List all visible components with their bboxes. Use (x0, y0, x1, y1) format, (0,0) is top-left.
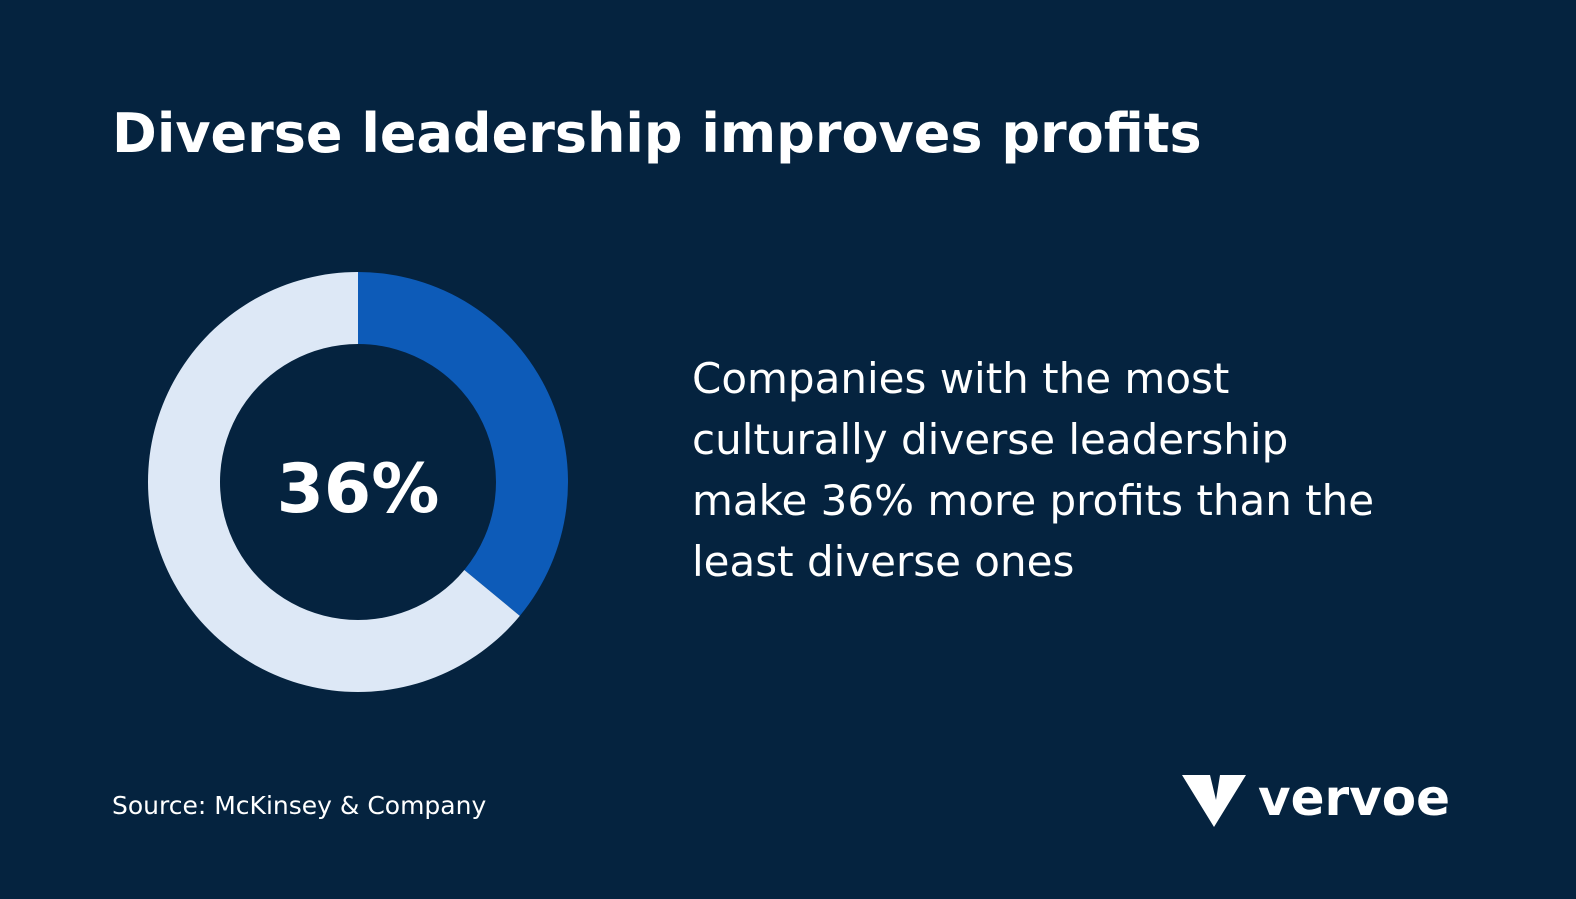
chart-title: Diverse leadership improves profits (112, 102, 1202, 165)
logo-icon (1182, 775, 1246, 827)
logo-text: vervoe (1258, 769, 1450, 827)
donut (148, 272, 568, 692)
description: Companies with the most culturally divers… (692, 354, 1374, 586)
description-line: Companies with the most (692, 354, 1229, 403)
donut-segment (148, 272, 520, 692)
description-line: make 36% more profits than the (692, 476, 1374, 525)
description-line: culturally diverse leadership (692, 415, 1288, 464)
center-label: 36% (277, 450, 440, 529)
donut-segment (358, 272, 568, 616)
description-line: least diverse ones (692, 537, 1074, 586)
source: Source: McKinsey & Company (112, 791, 486, 820)
